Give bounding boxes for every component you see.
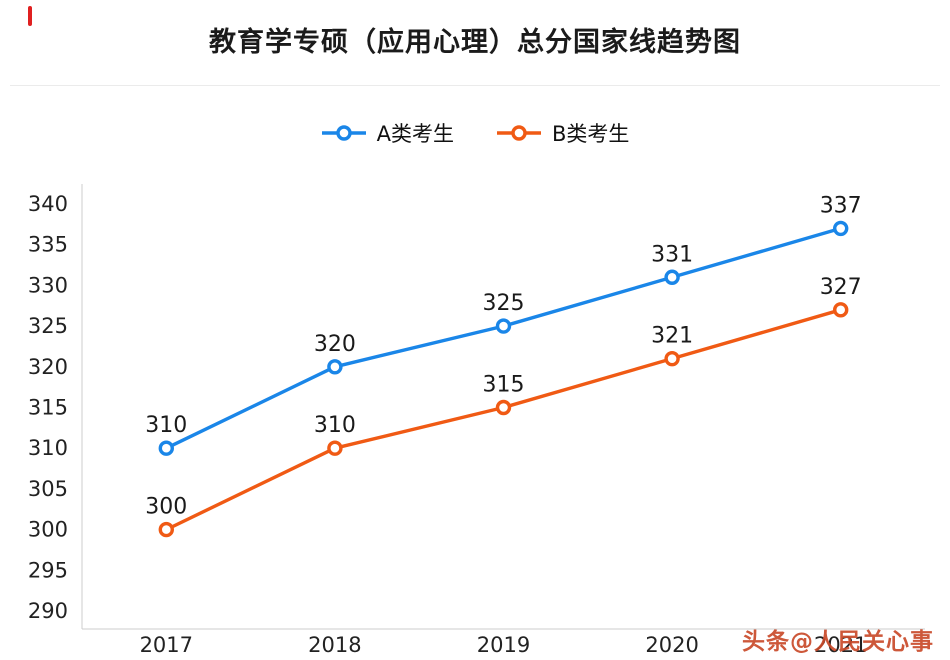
y-tick-label: 320 bbox=[28, 355, 68, 379]
x-tick-label: 2018 bbox=[308, 633, 361, 654]
data-point bbox=[158, 440, 175, 456]
chart-area: 290 295 300 305 310 315 320 325 330 335 340 2017 201… bbox=[0, 154, 950, 658]
data-point bbox=[495, 399, 512, 416]
legend-item-series-b: B类考生 bbox=[496, 118, 629, 148]
data-point bbox=[327, 359, 343, 375]
x-tick-label: 2020 bbox=[645, 633, 698, 654]
x-tick-label: 2021 bbox=[814, 633, 867, 654]
x-tick-label: 2017 bbox=[140, 633, 193, 654]
data-label: 310 bbox=[314, 413, 356, 438]
red-corner-mark bbox=[28, 6, 32, 26]
data-label: 320 bbox=[314, 332, 356, 357]
y-tick-label: 305 bbox=[28, 477, 68, 501]
data-label: 337 bbox=[820, 193, 862, 218]
chart-legend: A类考生 B类考生 bbox=[0, 118, 950, 148]
y-tick-label: 315 bbox=[28, 396, 68, 420]
data-label: 321 bbox=[651, 324, 693, 349]
data-label: 331 bbox=[651, 242, 693, 267]
y-tick-label: 325 bbox=[28, 314, 68, 338]
y-tick-label: 340 bbox=[28, 192, 68, 216]
watermark: 头条@人民关心事 bbox=[742, 629, 934, 655]
data-point bbox=[664, 269, 680, 285]
data-point bbox=[833, 302, 849, 318]
x-tick-label: 2019 bbox=[477, 633, 530, 654]
legend-label-series-a: A类考生 bbox=[376, 122, 454, 146]
trend-line-chart: 290 295 300 305 310 315 320 325 330 335 340 2017 201… bbox=[28, 184, 925, 657]
data-point bbox=[833, 220, 849, 237]
data-label: 315 bbox=[483, 373, 525, 398]
legend-label-series-b: B类考生 bbox=[551, 122, 630, 146]
y-tick-label: 300 bbox=[28, 518, 68, 542]
y-tick-label: 290 bbox=[28, 599, 68, 623]
header-divider bbox=[10, 85, 940, 86]
data-label: 310 bbox=[145, 413, 187, 438]
data-label: 300 bbox=[145, 495, 187, 520]
y-tick-label: 330 bbox=[28, 273, 68, 297]
data-point bbox=[664, 350, 680, 367]
y-tick-label: 310 bbox=[28, 436, 68, 460]
data-point bbox=[327, 440, 343, 456]
data-point bbox=[495, 318, 512, 334]
legend-marker-b-icon bbox=[496, 125, 541, 141]
data-label: 325 bbox=[483, 291, 525, 316]
y-tick-label: 335 bbox=[28, 233, 68, 257]
data-point bbox=[158, 521, 175, 538]
y-tick-label: 295 bbox=[28, 558, 68, 582]
data-label: 327 bbox=[820, 275, 862, 300]
series-line bbox=[164, 308, 843, 532]
legend-item-series-a: A类考生 bbox=[321, 118, 454, 148]
legend-marker-a-icon bbox=[321, 125, 366, 141]
chart-title: 教育学专硕（应用心理）总分国家线趋势图 bbox=[209, 27, 741, 58]
